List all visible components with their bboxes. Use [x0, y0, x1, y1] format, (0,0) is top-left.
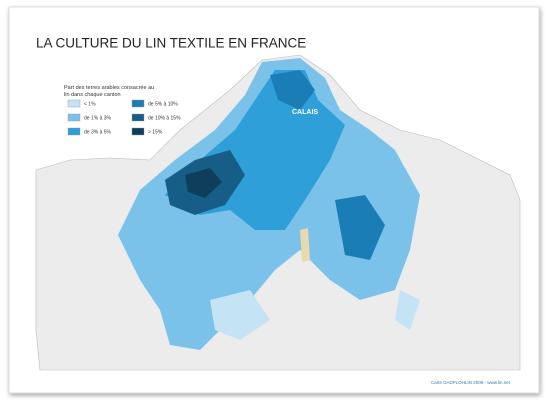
map-label: CALAIS — [292, 109, 318, 116]
zone-south — [210, 290, 270, 340]
legend-swatch — [131, 127, 145, 136]
legend-label: de 1% à 3% — [84, 115, 112, 121]
zone-southeast — [395, 290, 420, 330]
legend-swatch — [67, 113, 81, 122]
credit: Carte DADPLOHLIN 2009 - www.lin.net — [431, 380, 511, 385]
legend-swatch — [131, 99, 145, 108]
zone-north — [270, 70, 315, 110]
legend-label: < 1% — [84, 101, 96, 107]
legend-label: de 10% à 15% — [148, 115, 181, 121]
map — [35, 54, 521, 371]
title: LA CULTURE DU LIN TEXTILE EN FRANCE — [36, 36, 306, 51]
legend-label: de 3% à 5% — [84, 129, 112, 135]
zone-top — [185, 168, 222, 198]
paris — [300, 228, 310, 262]
legend-label: de 5% à 10% — [148, 101, 178, 107]
legend-swatch — [131, 113, 145, 122]
legend-swatch — [67, 127, 81, 136]
legend: Part des terres arables consacrée au lin … — [64, 85, 181, 135]
zone-east — [335, 195, 385, 260]
legend-swatch — [67, 99, 81, 108]
legend-title: Part des terres arables consacrée au lin … — [64, 85, 154, 98]
legend-label: > 15% — [148, 129, 163, 135]
